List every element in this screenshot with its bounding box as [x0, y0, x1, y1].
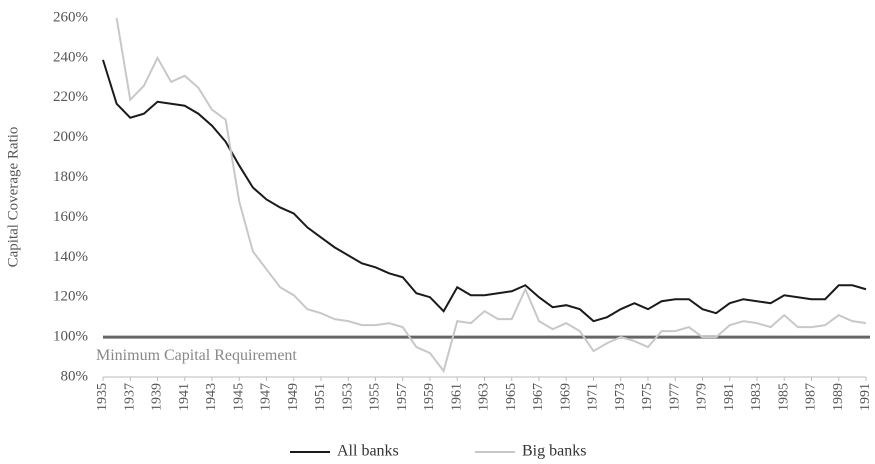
y-tick-label: 260% [53, 9, 88, 25]
x-tick-label: 1941 [177, 383, 192, 411]
x-tick-label: 1971 [586, 383, 601, 411]
x-tick-label: 1977 [667, 383, 682, 411]
x-tick-label: 1937 [122, 383, 137, 411]
x-tick-label: 1973 [613, 383, 628, 411]
legend-label: All banks [337, 443, 399, 460]
x-tick-label: 1983 [749, 383, 764, 411]
x-tick-label: 1949 [286, 383, 301, 411]
x-tick-label: 1975 [640, 383, 655, 411]
x-tick-label: 1965 [504, 383, 519, 411]
x-tick-label: 1955 [368, 383, 383, 411]
x-tick-label: 1967 [531, 383, 546, 411]
x-tick-label: 1963 [477, 383, 492, 411]
x-tick-label: 1985 [776, 383, 791, 411]
x-tick-label: 1991 [858, 383, 873, 411]
y-tick-label: 140% [53, 249, 88, 265]
x-tick-label: 1935 [95, 383, 110, 411]
x-tick-label: 1947 [259, 383, 274, 411]
x-tick-label: 1961 [449, 383, 464, 411]
x-tick-label: 1945 [231, 383, 246, 411]
y-tick-label: 180% [53, 169, 88, 185]
x-tick-label: 1957 [395, 383, 410, 411]
x-tick-label: 1959 [422, 383, 437, 411]
series-line [115, 17, 867, 374]
reference-label: Minimum Capital Requirement [96, 347, 297, 364]
x-tick-label: 1987 [804, 383, 819, 411]
x-tick-label: 1943 [204, 383, 219, 411]
y-tick-label: 160% [53, 209, 88, 225]
x-tick-label: 1981 [722, 383, 737, 411]
y-tick-label: 200% [53, 129, 88, 145]
y-tick-label: 80% [61, 368, 89, 384]
x-tick-label: 1951 [313, 383, 328, 411]
y-tick-label: 220% [53, 89, 88, 105]
x-tick-label: 1953 [340, 383, 355, 411]
y-tick-label: 100% [53, 329, 88, 345]
series-line [102, 59, 867, 323]
x-tick-label: 1989 [831, 383, 846, 411]
x-tick-label: 1979 [695, 383, 710, 411]
x-tick-label: 1939 [150, 383, 165, 411]
legend-label: Big banks [522, 443, 586, 460]
y-tick-label: 120% [53, 289, 88, 305]
y-tick-label: 240% [53, 49, 88, 65]
y-axis-title: Capital Coverage Ratio [5, 127, 21, 268]
x-tick-label: 1969 [558, 383, 573, 411]
